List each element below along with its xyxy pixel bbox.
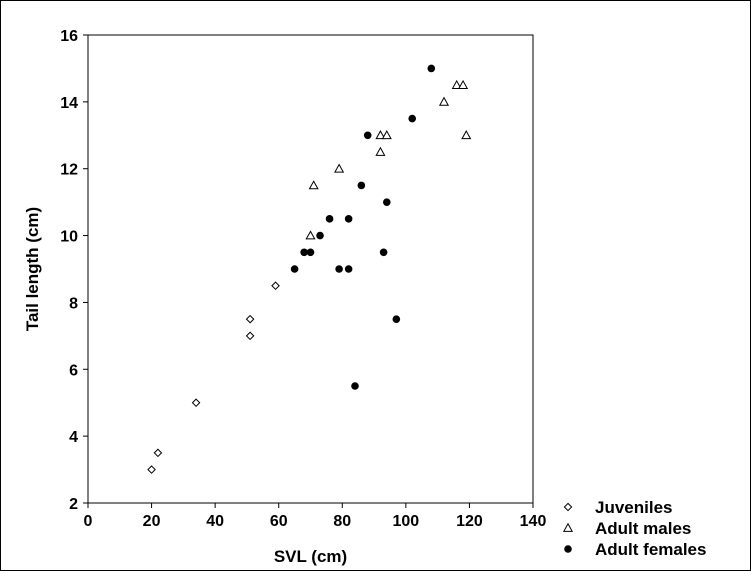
adult-females-point [392, 315, 401, 323]
juveniles-point [153, 448, 163, 458]
y-tick-label: 8 [69, 295, 78, 312]
adult-females-point [357, 181, 366, 190]
adult-females-point [408, 114, 417, 123]
adult-females-point [382, 198, 391, 206]
y-tick-label: 4 [69, 429, 78, 446]
x-tick-label: 0 [84, 513, 93, 530]
y-tick-label: 10 [60, 229, 78, 246]
y-axis-title: Tail length (cm) [23, 207, 42, 331]
adult-females-point [335, 265, 343, 273]
plot-area [87, 34, 534, 504]
adult-males-point [305, 230, 316, 240]
adult-males-point [458, 79, 469, 90]
legend-marker-adult-females [564, 545, 572, 553]
adult-males-point [438, 96, 450, 106]
x-tick-label: 100 [393, 513, 420, 530]
adult-males-point [308, 180, 319, 190]
x-tick-label: 20 [143, 513, 161, 530]
adult-females-point [379, 248, 388, 257]
adult-males-point [375, 130, 386, 140]
adult-females-point [306, 248, 315, 257]
juveniles-point [147, 465, 156, 474]
legend-marker-adult-males [562, 522, 574, 532]
adult-females-point [427, 64, 436, 73]
adult-females-point [300, 248, 308, 257]
adult-males-point [461, 130, 472, 140]
adult-males-point [381, 130, 392, 140]
adult-females-point [316, 231, 324, 240]
x-tick-label: 60 [270, 513, 288, 530]
adult-males-point [334, 163, 345, 173]
x-tick-label: 40 [206, 513, 224, 530]
y-tick-label: 14 [60, 95, 78, 112]
legend-label-adult-males: Adult males [595, 519, 691, 538]
legend-marker-juveniles [563, 502, 573, 512]
juveniles-point [191, 398, 201, 408]
y-tick-label: 6 [69, 362, 78, 379]
adult-females-point [344, 265, 353, 273]
adult-females-point [351, 382, 359, 390]
y-tick-label: 16 [60, 28, 78, 45]
adult-males-point [451, 79, 462, 90]
x-axis-title: SVL (cm) [274, 547, 347, 566]
juveniles-point [245, 314, 255, 324]
adult-males-point [375, 146, 386, 156]
adult-females-point [325, 215, 334, 223]
y-tick-label: 2 [69, 496, 78, 513]
juveniles-point [245, 331, 255, 341]
x-tick-label: 120 [456, 513, 483, 530]
adult-females-point [344, 215, 353, 223]
legend-label-juveniles: Juveniles [595, 498, 673, 517]
adult-females-point [363, 131, 372, 140]
juveniles-point [271, 281, 280, 291]
adult-females-point [290, 265, 299, 273]
y-tick-label: 12 [60, 162, 78, 179]
x-tick-label: 140 [520, 513, 547, 530]
legend-label-adult-females: Adult females [595, 540, 706, 559]
x-tick-label: 80 [333, 513, 351, 530]
